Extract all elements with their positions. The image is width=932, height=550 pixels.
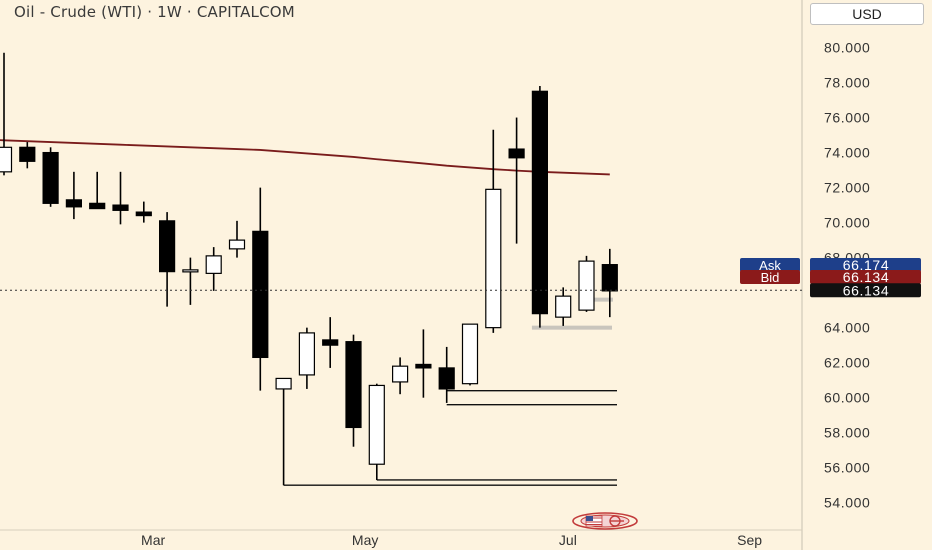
currency-button[interactable]: USD xyxy=(810,3,924,25)
candle[interactable] xyxy=(322,339,339,346)
last-price-value: 66.134 xyxy=(843,282,889,298)
candle[interactable] xyxy=(531,90,549,315)
candle[interactable] xyxy=(89,202,106,210)
last-price-bg xyxy=(810,283,921,298)
candle[interactable] xyxy=(578,260,595,311)
x-tick-label: Jul xyxy=(559,532,577,548)
shaded-level xyxy=(531,325,612,330)
candle[interactable] xyxy=(112,204,129,211)
candle[interactable] xyxy=(555,295,572,318)
candle[interactable] xyxy=(65,199,83,208)
ask-value-bg xyxy=(810,258,921,272)
candle[interactable] xyxy=(508,148,525,159)
ask-label: Ask xyxy=(759,258,781,273)
y-tick-label: 78.000 xyxy=(824,75,870,91)
y-tick-label: 60.000 xyxy=(824,390,870,406)
y-tick-label: 76.000 xyxy=(824,110,870,126)
candle[interactable] xyxy=(205,255,222,274)
shaded-level xyxy=(578,297,613,302)
y-tick-label: 58.000 xyxy=(824,425,870,441)
x-tick-label: Mar xyxy=(141,532,165,548)
us-flag-icon xyxy=(572,512,638,530)
x-tick-label: Sep xyxy=(737,532,762,548)
y-tick-label: 62.000 xyxy=(824,355,870,371)
candle[interactable] xyxy=(415,363,432,369)
y-tick-label: 56.000 xyxy=(824,460,870,476)
candle[interactable] xyxy=(485,188,502,329)
y-tick-label: 74.000 xyxy=(824,145,870,161)
y-tick-label: 72.000 xyxy=(824,180,870,196)
candle[interactable] xyxy=(19,146,36,162)
candle[interactable] xyxy=(252,230,269,359)
y-tick-label: 54.000 xyxy=(824,495,870,511)
candle[interactable] xyxy=(0,146,13,173)
bid-label: Bid xyxy=(761,270,780,285)
candle[interactable] xyxy=(159,220,176,273)
candle[interactable] xyxy=(368,384,385,465)
candle[interactable] xyxy=(275,377,292,390)
bid-label-bg xyxy=(740,270,800,284)
candle[interactable] xyxy=(42,151,59,204)
ask-label-bg xyxy=(740,258,800,272)
moving-average-line xyxy=(0,139,610,176)
candle[interactable] xyxy=(601,264,618,292)
y-tick-label: 70.000 xyxy=(824,215,870,231)
y-tick-label: 80.000 xyxy=(824,40,870,56)
candle[interactable] xyxy=(438,367,455,390)
candle[interactable] xyxy=(182,269,199,273)
candle[interactable] xyxy=(461,323,479,385)
x-tick-label: May xyxy=(352,532,378,548)
candle[interactable] xyxy=(392,365,409,383)
chart-title: Oil - Crude (WTI) · 1W · CAPITALCOM xyxy=(14,3,295,21)
bid-value: 66.134 xyxy=(843,269,889,285)
ask-value: 66.174 xyxy=(843,257,889,273)
candle[interactable] xyxy=(135,211,152,217)
candle[interactable] xyxy=(298,332,315,376)
bid-value-bg xyxy=(810,270,921,284)
y-tick-label: 64.000 xyxy=(824,320,870,336)
candle[interactable] xyxy=(228,239,246,250)
candle[interactable] xyxy=(345,341,362,429)
